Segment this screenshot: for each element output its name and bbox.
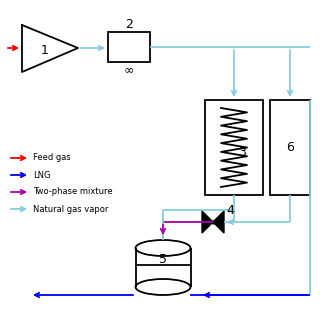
Bar: [205, 100, 263, 195]
Text: 2: 2: [125, 18, 133, 30]
Text: LNG: LNG: [33, 171, 51, 180]
Text: 3: 3: [238, 146, 246, 159]
Text: Two-phase mixture: Two-phase mixture: [33, 188, 113, 196]
Polygon shape: [202, 211, 213, 233]
Text: $\infty$: $\infty$: [124, 63, 135, 76]
Bar: [108, 32, 150, 62]
Text: 6: 6: [286, 141, 294, 154]
Text: Natural gas vapor: Natural gas vapor: [33, 204, 108, 213]
Bar: [270, 100, 310, 195]
Text: 4: 4: [226, 204, 234, 217]
Polygon shape: [213, 211, 224, 233]
Text: Feed gas: Feed gas: [33, 154, 71, 163]
Text: 5: 5: [159, 253, 167, 266]
Text: 1: 1: [41, 44, 49, 57]
